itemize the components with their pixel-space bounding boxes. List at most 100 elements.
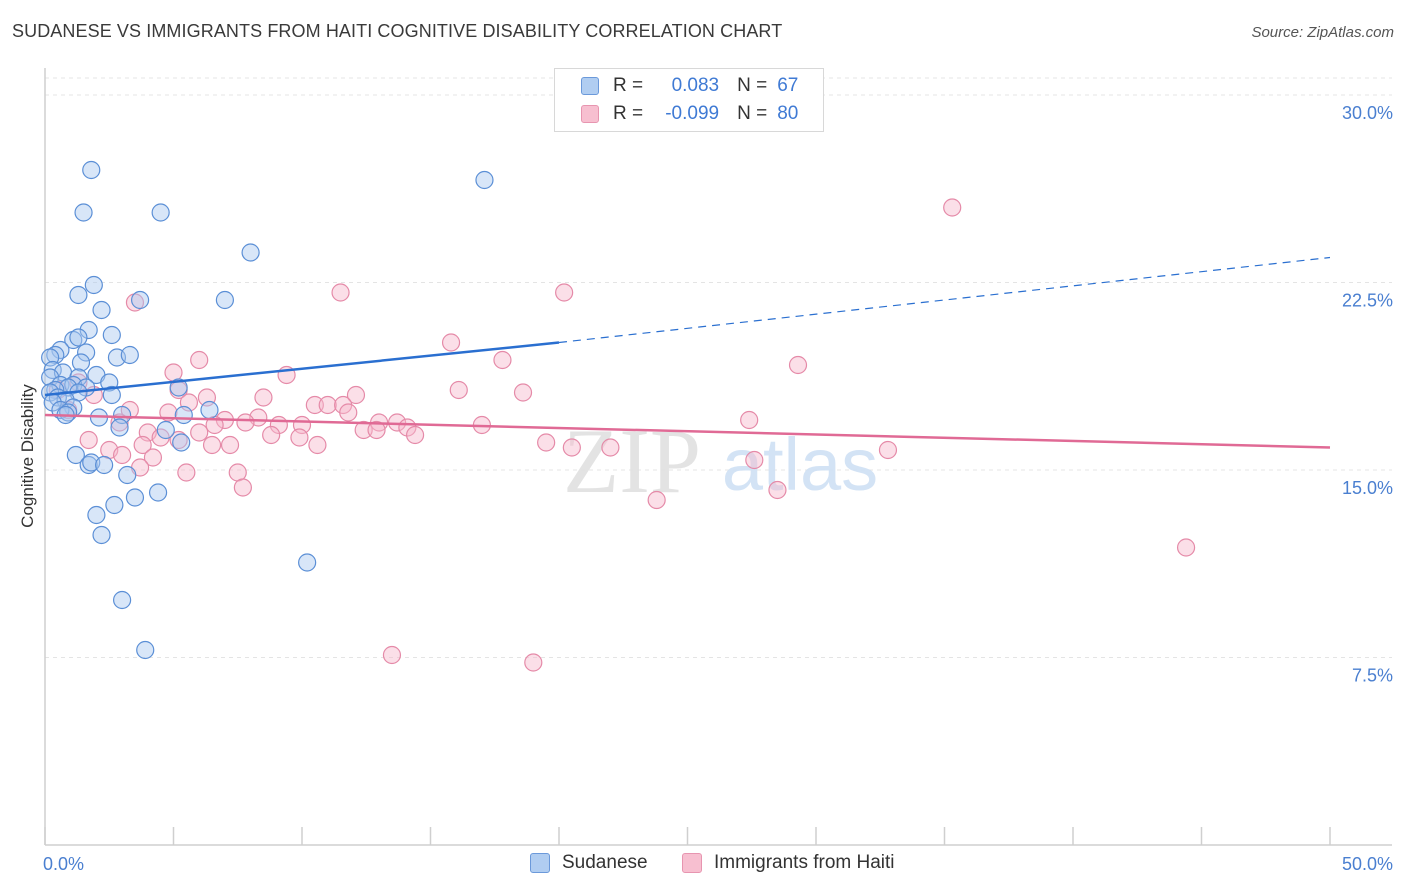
- data-point-sudanese: [87, 505, 106, 525]
- data-point-sudanese: [174, 405, 193, 425]
- data-point-sudanese: [102, 325, 121, 345]
- legend-n-value: 80: [777, 103, 799, 124]
- data-point-haiti: [513, 383, 533, 402]
- data-point-sudanese: [84, 275, 103, 295]
- data-point-sudanese: [298, 553, 317, 572]
- data-point-haiti: [220, 435, 240, 455]
- series-haiti-points: [48, 198, 1196, 672]
- trend-lines: [44, 256, 1331, 449]
- data-point-sudanese: [475, 170, 494, 190]
- data-point-sudanese: [64, 330, 83, 350]
- data-point-haiti: [382, 645, 402, 665]
- data-point-haiti: [537, 433, 556, 452]
- data-point-sudanese: [79, 455, 98, 475]
- correlation-legend: R = 0.083 N = 67 R = -0.099 N = 80: [554, 68, 824, 132]
- data-point-sudanese: [66, 445, 85, 465]
- data-point-sudanese: [172, 433, 191, 452]
- data-point-sudanese: [130, 290, 150, 310]
- data-point-haiti: [202, 435, 222, 455]
- y-tick-label: 15.0%: [1342, 478, 1393, 498]
- watermark-atlas: atlas: [722, 423, 878, 506]
- y-tick-label: 22.5%: [1342, 291, 1393, 311]
- data-point-haiti: [493, 350, 512, 370]
- legend-swatch-haiti: [581, 105, 599, 123]
- legend-r-value: 0.083: [671, 75, 720, 96]
- data-point-sudanese: [92, 300, 111, 320]
- data-point-haiti: [143, 448, 163, 467]
- data-point-haiti: [524, 653, 543, 672]
- data-point-haiti: [647, 490, 666, 510]
- data-point-haiti: [745, 450, 764, 470]
- data-point-sudanese: [74, 203, 93, 222]
- data-point-sudanese: [118, 465, 137, 485]
- data-point-haiti: [405, 425, 425, 445]
- legend-item-haiti[interactable]: Immigrants from Haiti: [682, 852, 895, 874]
- data-point-haiti: [555, 283, 574, 302]
- x-tick-label: 50.0%: [1342, 854, 1393, 874]
- data-point-haiti: [133, 435, 152, 455]
- y-tick-label: 30.0%: [1342, 103, 1393, 123]
- data-point-sudanese: [71, 353, 91, 372]
- data-point-sudanese: [169, 378, 188, 397]
- data-point-sudanese: [82, 160, 101, 180]
- data-point-haiti: [354, 420, 373, 440]
- watermark: ZIP atlas: [563, 410, 878, 512]
- data-point-haiti: [331, 283, 350, 302]
- source-label: Source: ZipAtlas.com: [1251, 24, 1394, 41]
- data-point-haiti: [441, 333, 461, 352]
- data-point-haiti: [878, 440, 898, 460]
- data-point-sudanese: [125, 488, 145, 507]
- legend-row-sudanese: R = 0.083 N = 67: [581, 74, 798, 98]
- data-point-sudanese: [112, 590, 132, 610]
- data-point-sudanese: [95, 455, 114, 475]
- series-sudanese-points: [41, 160, 494, 660]
- x-tick-label: 0.0%: [43, 854, 84, 874]
- data-point-sudanese: [200, 400, 219, 420]
- data-point-haiti: [190, 350, 209, 370]
- watermark-zip: ZIP: [563, 410, 701, 512]
- data-point-haiti: [339, 403, 358, 422]
- legend-r-key: R =: [613, 75, 644, 96]
- data-point-haiti: [449, 380, 468, 400]
- data-point-haiti: [290, 428, 309, 447]
- data-point-sudanese: [215, 290, 234, 310]
- data-point-sudanese: [136, 640, 155, 660]
- data-point-sudanese: [120, 345, 139, 365]
- legend-swatch-haiti: [682, 853, 702, 873]
- data-point-sudanese: [92, 525, 111, 545]
- data-point-haiti: [190, 423, 209, 442]
- data-point-sudanese: [69, 328, 88, 347]
- data-point-haiti: [236, 413, 255, 432]
- data-point-haiti: [112, 445, 132, 465]
- legend-n-key: N =: [737, 75, 768, 96]
- data-point-haiti: [318, 395, 337, 415]
- data-point-haiti: [305, 395, 324, 415]
- chart-title: SUDANESE VS IMMIGRANTS FROM HAITI COGNIT…: [12, 21, 783, 41]
- data-point-sudanese: [241, 243, 260, 262]
- data-point-sudanese: [69, 285, 88, 305]
- data-point-haiti: [159, 403, 178, 422]
- data-point-haiti: [367, 420, 386, 440]
- data-point-haiti: [562, 438, 581, 457]
- legend-row-haiti: R = -0.099 N = 80: [581, 102, 798, 126]
- legend-n-value: 67: [777, 75, 799, 96]
- data-point-haiti: [346, 385, 366, 405]
- data-point-haiti: [169, 430, 188, 450]
- data-point-sudanese: [156, 420, 175, 440]
- data-point-haiti: [233, 478, 252, 497]
- data-point-sudanese: [151, 203, 170, 222]
- data-point-sudanese: [110, 418, 129, 437]
- data-point-sudanese: [77, 343, 96, 362]
- data-point-haiti: [1176, 538, 1196, 557]
- tick-labels: 7.5% 15.0% 22.5% 30.0% 0.0% 50.0%: [43, 103, 1393, 874]
- data-point-sudanese: [102, 385, 121, 405]
- data-point-sudanese: [79, 320, 98, 340]
- legend-item-sudanese[interactable]: Sudanese: [530, 852, 648, 874]
- data-point-haiti: [125, 293, 145, 312]
- data-point-sudanese: [105, 495, 124, 515]
- data-point-sudanese: [51, 340, 70, 360]
- trend-line-haiti: [44, 413, 1331, 449]
- data-point-haiti: [740, 410, 759, 430]
- data-point-haiti: [943, 198, 962, 217]
